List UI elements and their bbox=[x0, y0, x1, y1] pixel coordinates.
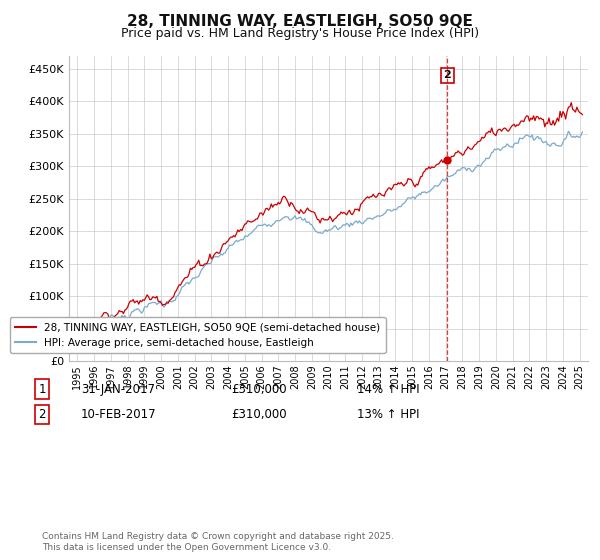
Text: 31-JAN-2017: 31-JAN-2017 bbox=[81, 382, 155, 396]
Text: 14% ↑ HPI: 14% ↑ HPI bbox=[357, 382, 419, 396]
Text: 13% ↑ HPI: 13% ↑ HPI bbox=[357, 408, 419, 421]
Text: 1: 1 bbox=[38, 382, 46, 396]
Text: £310,000: £310,000 bbox=[231, 382, 287, 396]
Text: Contains HM Land Registry data © Crown copyright and database right 2025.
This d: Contains HM Land Registry data © Crown c… bbox=[42, 532, 394, 552]
Legend: 28, TINNING WAY, EASTLEIGH, SO50 9QE (semi-detached house), HPI: Average price, : 28, TINNING WAY, EASTLEIGH, SO50 9QE (se… bbox=[10, 318, 386, 353]
Text: 10-FEB-2017: 10-FEB-2017 bbox=[81, 408, 157, 421]
Text: 2: 2 bbox=[38, 408, 46, 421]
Text: Price paid vs. HM Land Registry's House Price Index (HPI): Price paid vs. HM Land Registry's House … bbox=[121, 27, 479, 40]
Text: 2: 2 bbox=[443, 71, 451, 81]
Text: £310,000: £310,000 bbox=[231, 408, 287, 421]
Text: 28, TINNING WAY, EASTLEIGH, SO50 9QE: 28, TINNING WAY, EASTLEIGH, SO50 9QE bbox=[127, 14, 473, 29]
